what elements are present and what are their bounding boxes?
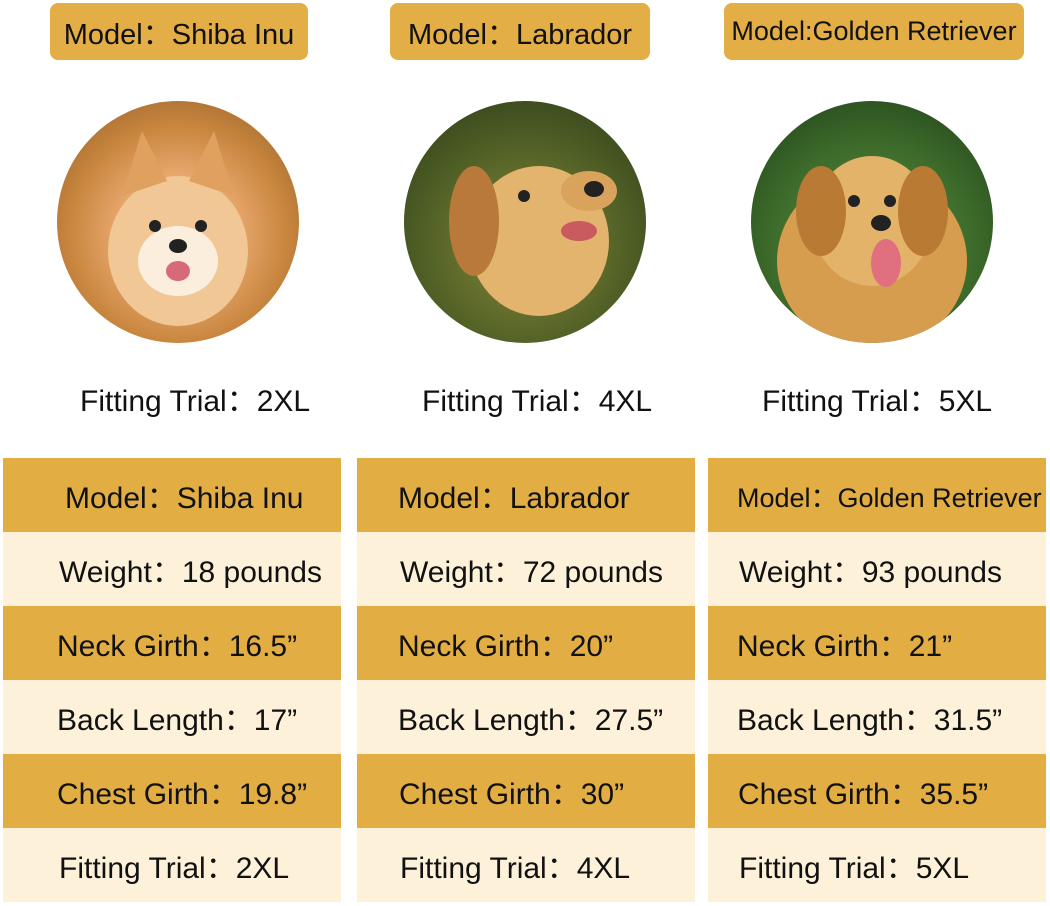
dog-face-icon [108, 131, 248, 326]
table-row-neck-girth: Neck Girth：21” [708, 606, 1046, 680]
labrador-photo [404, 101, 646, 343]
table-row-neck-girth: Neck Girth：16.5” [3, 606, 341, 680]
table-row-weight: Weight：93 pounds [708, 532, 1046, 606]
fitting-trial-golden: Fitting Trial：5XL [762, 385, 993, 418]
table-row-fitting-trial: Fitting Trial：2XL [3, 828, 341, 902]
table-row-weight: Weight：18 pounds [3, 532, 341, 606]
dog-face-icon [777, 156, 967, 343]
table-row-chest-girth: Chest Girth：30” [357, 754, 695, 828]
table-row-neck-girth: Neck Girth：20” [357, 606, 695, 680]
badge-golden: Model:Golden Retriever [724, 3, 1024, 60]
size-table-shiba: Model：Shiba Inu Weight：18 pounds Neck Gi… [3, 458, 341, 902]
table-row-back-length: Back Length：17” [3, 680, 341, 754]
table-row-fitting-trial: Fitting Trial：4XL [357, 828, 695, 902]
table-row-model: Model：Labrador [357, 458, 695, 532]
table-row-chest-girth: Chest Girth：19.8” [3, 754, 341, 828]
size-table-golden: Model：Golden Retriever Weight：93 pounds … [708, 458, 1046, 902]
table-row-chest-girth: Chest Girth：35.5” [708, 754, 1046, 828]
shiba-inu-photo [57, 101, 299, 343]
table-row-model: Model：Golden Retriever [708, 458, 1046, 532]
fitting-trial-shiba: Fitting Trial：2XL [80, 385, 311, 418]
table-row-back-length: Back Length：27.5” [357, 680, 695, 754]
table-row-fitting-trial: Fitting Trial：5XL [708, 828, 1046, 902]
table-row-weight: Weight：72 pounds [357, 532, 695, 606]
badge-shiba: Model：Shiba Inu [50, 3, 308, 60]
fitting-trial-labrador: Fitting Trial：4XL [422, 385, 653, 418]
golden-retriever-photo [751, 101, 993, 343]
dog-face-icon [449, 166, 617, 316]
table-row-back-length: Back Length：31.5” [708, 680, 1046, 754]
badge-labrador: Model：Labrador [390, 3, 650, 60]
table-row-model: Model：Shiba Inu [3, 458, 341, 532]
size-table-labrador: Model：Labrador Weight：72 pounds Neck Gir… [357, 458, 695, 902]
